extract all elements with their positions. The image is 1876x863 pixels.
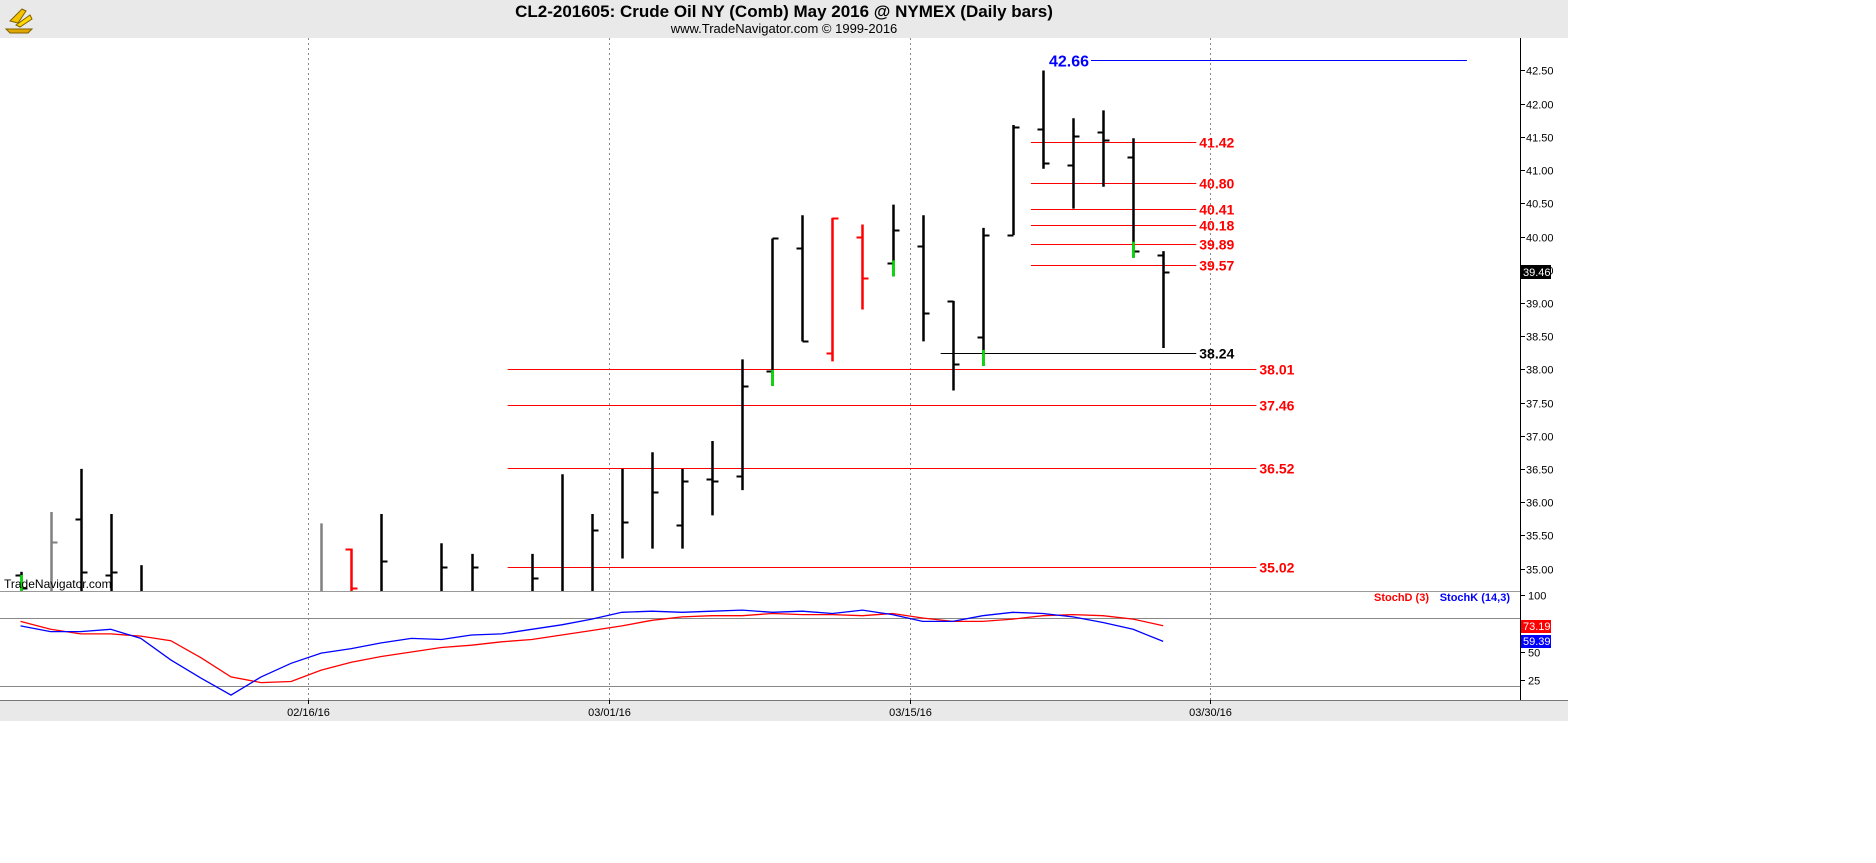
y-tick-label: 35.50 — [1526, 531, 1554, 543]
legend-stoch-k: StochK (14,3) — [1440, 592, 1511, 604]
level-label: 37.46 — [1259, 398, 1294, 414]
level-label: 40.18 — [1199, 218, 1234, 234]
y-tick-label: 37.50 — [1526, 399, 1554, 411]
x-tick-label: 03/15/16 — [889, 707, 932, 719]
y-tick-label: 39.00 — [1526, 299, 1554, 311]
watermark-text: TradeNavigator.com — [4, 577, 112, 591]
last-price-tag — [1521, 265, 1551, 279]
legend-stoch-d: StochD (3) — [1374, 592, 1429, 604]
y-tick-label: 40.50 — [1526, 199, 1554, 211]
y-axis-panel — [1520, 38, 1568, 700]
stoch-value-label: 73.19 — [1523, 621, 1551, 633]
y-tick-label: 42.50 — [1526, 66, 1554, 78]
level-label: 35.02 — [1259, 560, 1294, 576]
y-tick-label: 37.00 — [1526, 432, 1554, 444]
level-label: 41.42 — [1199, 135, 1234, 151]
y-tick-label: 36.00 — [1526, 498, 1554, 510]
y-tick-label: 41.00 — [1526, 166, 1554, 178]
level-label: 39.89 — [1199, 237, 1234, 253]
level-label: 36.52 — [1259, 461, 1294, 477]
stoch-y-tick-label: 100 — [1528, 591, 1546, 603]
y-tick-label: 36.50 — [1526, 465, 1554, 477]
stoch-y-tick-label: 50 — [1528, 648, 1540, 660]
level-label: 39.57 — [1199, 258, 1234, 274]
stoch-series-line — [20, 612, 1164, 684]
ohlc-chart[interactable]: 02/16/16 03/01/16 03/15/16 03/30/16 35.00 35.… — [0, 0, 1568, 721]
trade-navigator-logo-icon — [4, 8, 34, 34]
x-tick-label: 03/01/16 — [588, 707, 631, 719]
y-tick-label: 38.50 — [1526, 332, 1554, 344]
stoch-series-line — [20, 609, 1164, 696]
y-tick-label: 42.00 — [1526, 100, 1554, 112]
level-label: 42.66 — [1049, 54, 1089, 71]
y-tick-label: 40.00 — [1526, 233, 1554, 245]
title-bar — [0, 0, 1568, 38]
stoch-value-tag — [1521, 620, 1551, 633]
stoch-value-label: 59.39 — [1523, 636, 1551, 648]
chart-subtitle: www.TradeNavigator.com © 1999-2016 — [670, 21, 898, 36]
y-tick-label: 41.50 — [1526, 133, 1554, 145]
level-label: 40.80 — [1199, 176, 1234, 192]
level-label: 38.24 — [1199, 346, 1234, 362]
stoch-value-tag — [1521, 635, 1551, 648]
y-tick-label: 38.00 — [1526, 365, 1554, 377]
last-price-label: 39.46 — [1523, 267, 1551, 279]
level-label: 38.01 — [1259, 362, 1294, 378]
date-axis-bar — [0, 701, 1568, 721]
y-tick-label: 35.00 — [1526, 565, 1554, 577]
level-label: 40.41 — [1199, 202, 1234, 218]
chart-title: CL2-201605: Crude Oil NY (Comb) May 2016… — [515, 2, 1053, 21]
x-tick-label: 02/16/16 — [287, 707, 330, 719]
stoch-y-tick-label: 25 — [1528, 676, 1540, 688]
x-tick-label: 03/30/16 — [1189, 707, 1232, 719]
